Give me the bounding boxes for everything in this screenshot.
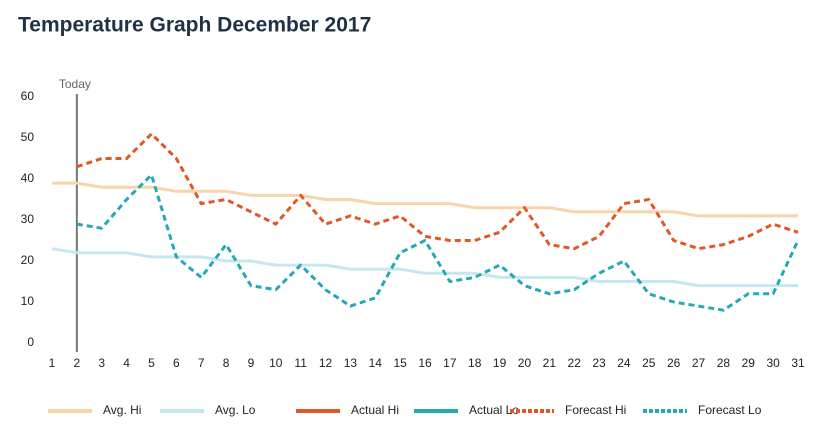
x-tick-label: 15	[393, 356, 407, 370]
series-line	[76, 173, 800, 312]
legend-label: Forecast Hi	[565, 403, 626, 417]
legend-label: Forecast Lo	[698, 403, 762, 417]
x-tick-label: 22	[568, 356, 582, 370]
x-tick-label: 21	[543, 356, 557, 370]
y-tick-label: 20	[21, 253, 35, 267]
x-tick-label: 5	[148, 356, 155, 370]
x-tick-label: 9	[248, 356, 255, 370]
legend-label: Actual Hi	[351, 403, 399, 417]
x-tick-label: 16	[418, 356, 432, 370]
x-tick-label: 14	[369, 356, 383, 370]
x-tick-label: 7	[198, 356, 205, 370]
y-tick-label: 60	[21, 89, 35, 103]
x-tick-label: 29	[742, 356, 756, 370]
series-line	[51, 247, 798, 288]
x-tick-label: 13	[344, 356, 358, 370]
x-tick-label: 30	[766, 356, 780, 370]
x-tick-label: 26	[667, 356, 681, 370]
x-tick-label: 23	[592, 356, 606, 370]
x-tick-label: 4	[123, 356, 130, 370]
x-tick-label: 12	[319, 356, 333, 370]
y-tick-label: 0	[27, 335, 34, 349]
x-tick-label: 27	[692, 356, 706, 370]
y-tick-label: 50	[21, 130, 35, 144]
legend-label: Actual Lo	[469, 403, 519, 417]
series-line	[76, 132, 799, 251]
x-tick-label: 18	[468, 356, 482, 370]
x-tick-label: 3	[98, 356, 105, 370]
x-tick-label: 11	[294, 356, 307, 370]
y-tick-label: 40	[21, 171, 35, 185]
x-tick-label: 28	[717, 356, 731, 370]
x-tick-label: 17	[443, 356, 457, 370]
y-tick-label: 30	[21, 212, 35, 226]
x-tick-label: 20	[518, 356, 532, 370]
x-tick-label: 19	[493, 356, 507, 370]
y-tick-label: 10	[21, 294, 35, 308]
x-tick-label: 1	[49, 356, 56, 370]
legend-label: Avg. Lo	[215, 403, 256, 417]
chart-title: Temperature Graph December 2017	[18, 14, 371, 37]
x-tick-label: 31	[791, 356, 805, 370]
x-tick-label: 25	[642, 356, 656, 370]
x-tick-label: 6	[173, 356, 180, 370]
legend-label: Avg. Hi	[103, 403, 141, 417]
annotation: Today	[59, 77, 91, 91]
x-tick-label: 2	[74, 356, 81, 370]
x-tick-label: 10	[269, 356, 283, 370]
x-tick-label: 8	[223, 356, 230, 370]
series-line	[52, 181, 798, 218]
x-tick-label: 24	[617, 356, 631, 370]
